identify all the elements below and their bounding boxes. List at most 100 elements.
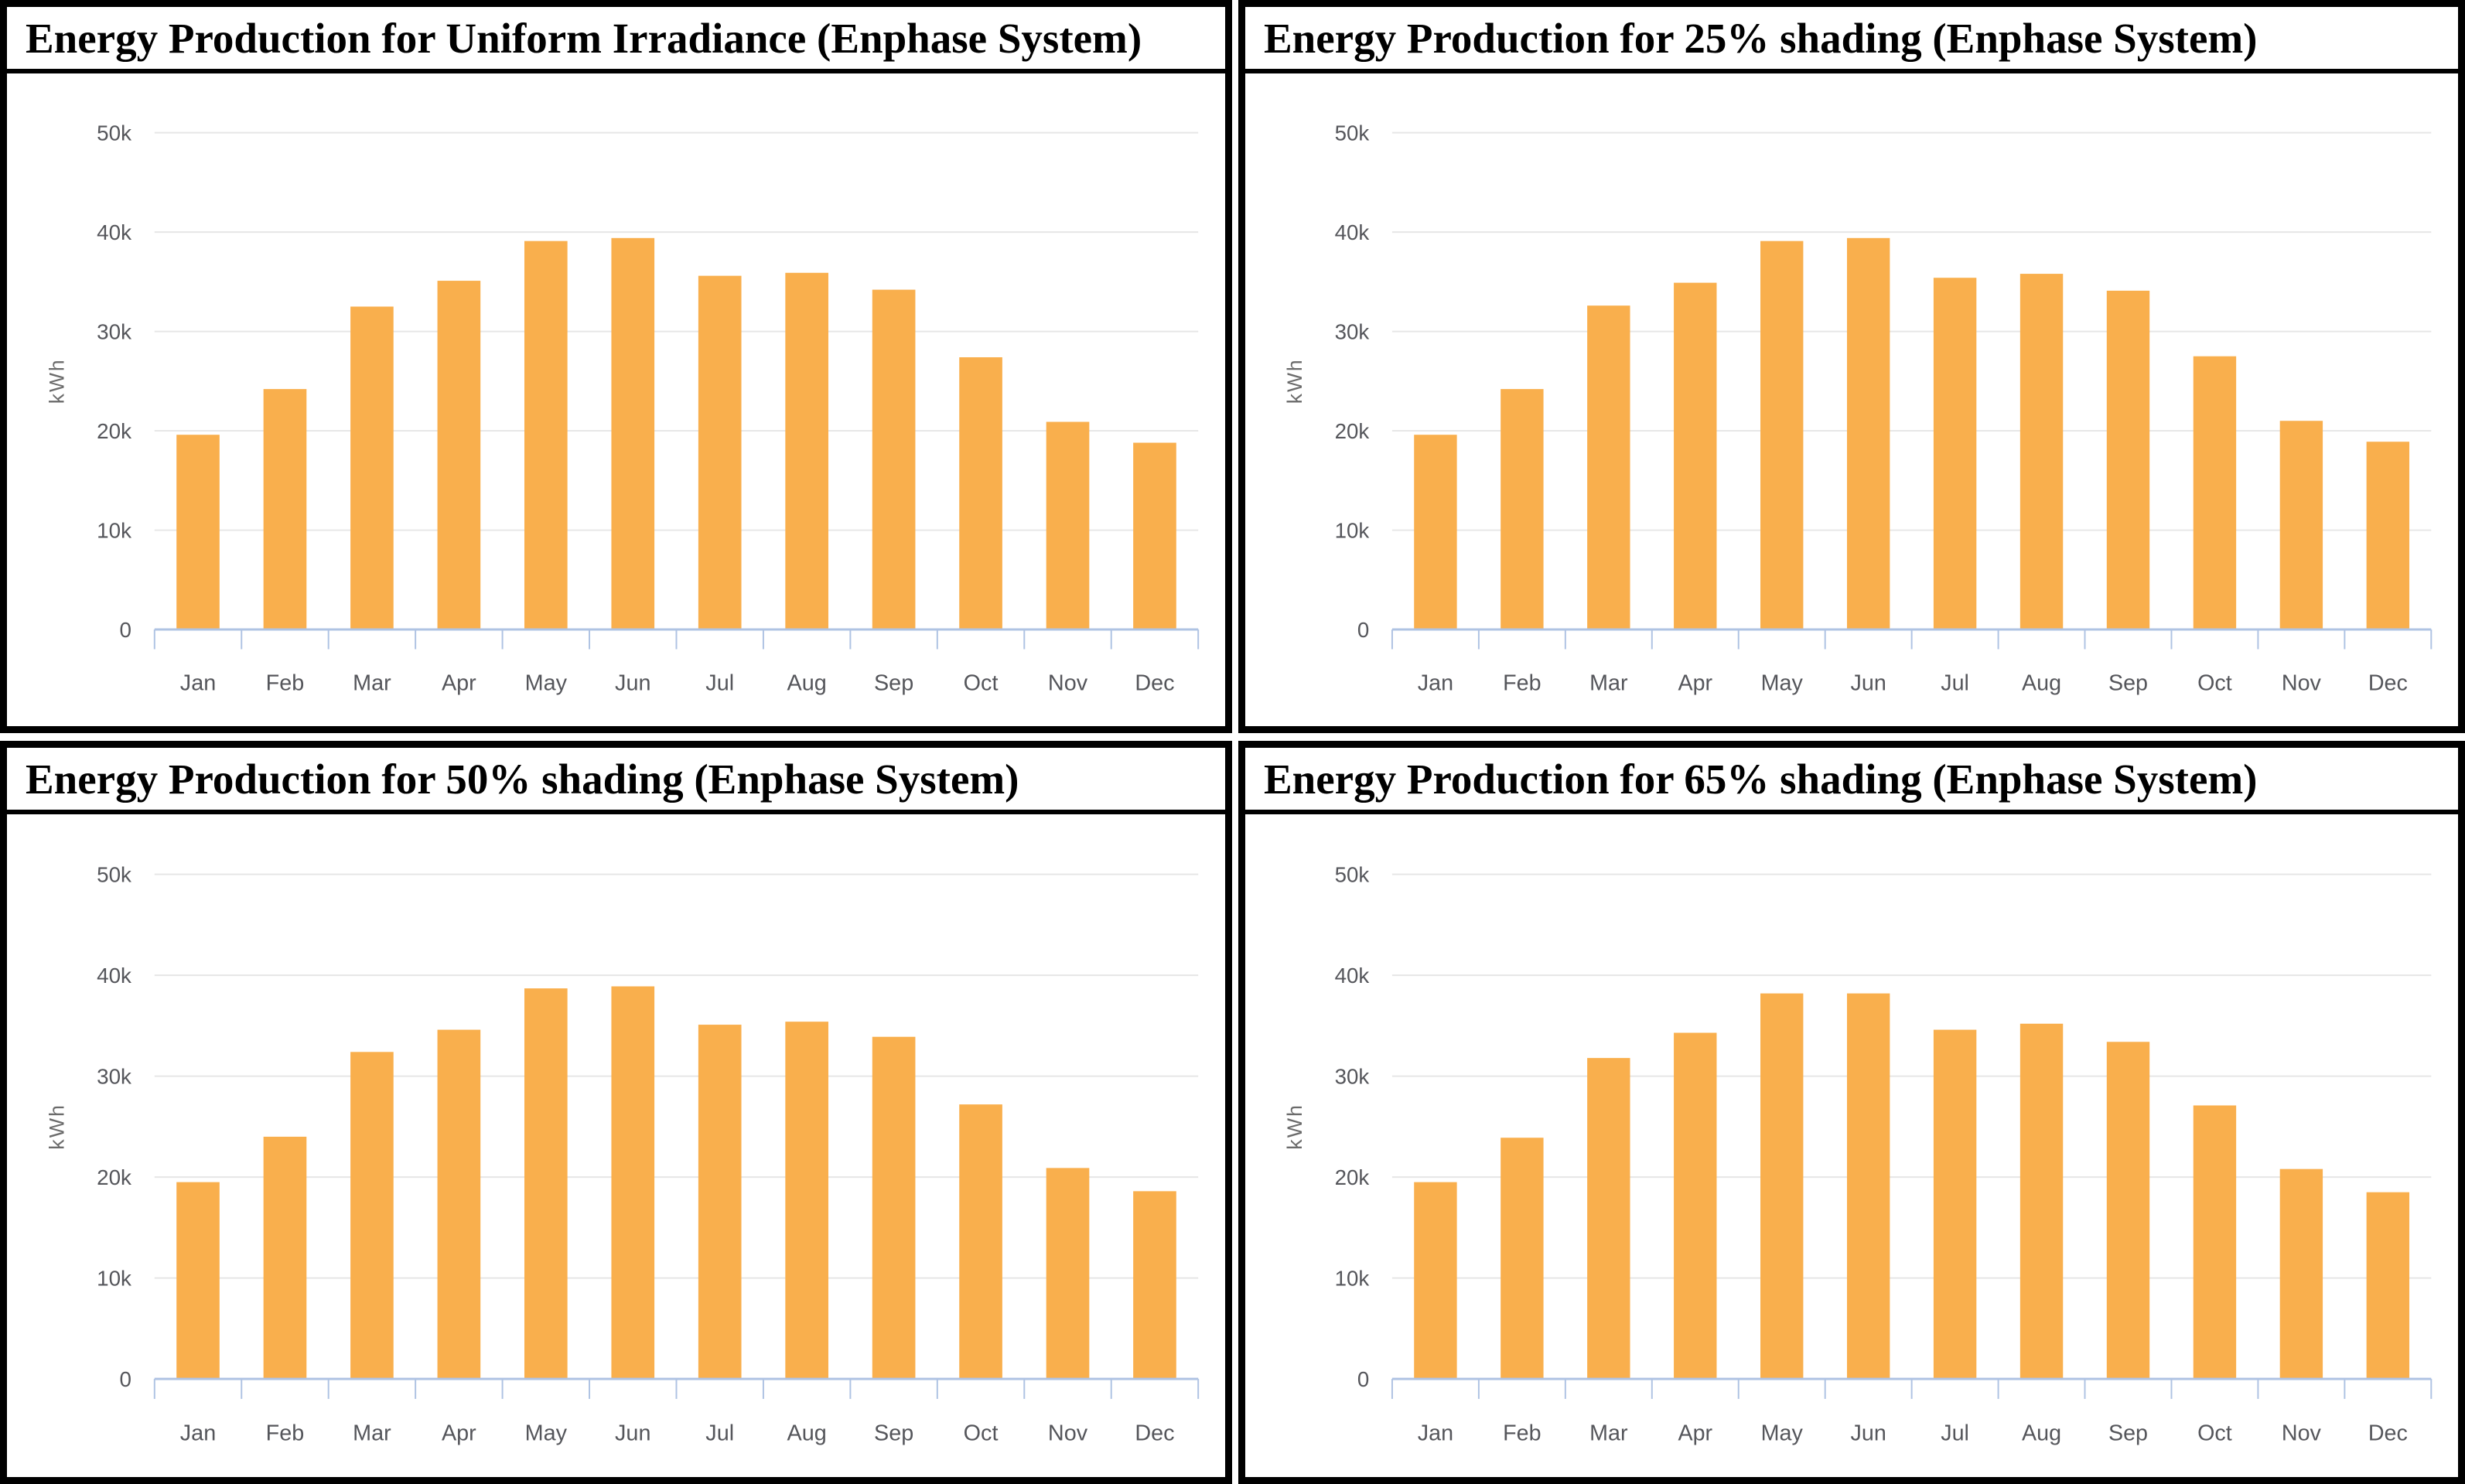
bar-feb [263, 388, 307, 629]
x-tick-label: May [525, 1421, 568, 1445]
y-tick-label: 10k [97, 518, 131, 542]
chart-panel-65-shading: Energy Production for 65% shading (Enpha… [1238, 741, 2465, 1484]
x-tick-label: Dec [2368, 1421, 2408, 1445]
bar-jul [698, 275, 742, 629]
y-tick-label: 50k [1335, 121, 1370, 145]
bar-chart-50-shading: 0 10k 20k 30k 40k 50k kWh Jan Feb Mar Apr May Jun Jul… [46, 862, 1200, 1445]
bar-may [524, 241, 568, 629]
bar-sep [872, 289, 916, 629]
bar-nov [1046, 1167, 1090, 1379]
chart-area: 0 10k 20k 30k 40k 50k kWh Jan Feb Mar Apr May Jun Jul… [1245, 73, 2458, 726]
x-tick-label: May [1761, 1421, 1804, 1445]
x-tick-label: Oct [2197, 1421, 2232, 1445]
bar-mar [1587, 305, 1630, 629]
y-tick-label: 30k [1335, 1064, 1370, 1088]
y-axis-title: kWh [45, 358, 68, 404]
x-tick-label: Aug [2022, 1421, 2061, 1445]
x-tick-label: Oct [964, 1421, 999, 1445]
chart-title: Energy Production for 65% shading (Enpha… [1264, 756, 2258, 803]
bar-nov [1046, 421, 1090, 629]
chart-title-bar: Energy Production for 50% shading (Enpha… [7, 748, 1225, 814]
y-axis-title: kWh [1283, 358, 1306, 404]
y-tick-label: 30k [97, 319, 131, 343]
chart-title-bar: Energy Production for Uniform Irradiance… [7, 7, 1225, 73]
chart-area: 0 10k 20k 30k 40k 50k kWh Jan Feb Mar Apr May Jun Jul… [1245, 814, 2458, 1477]
bar-feb [1501, 388, 1544, 629]
y-tick-label: 20k [97, 1165, 131, 1189]
bar-dec [2366, 441, 2410, 629]
bar-sep [872, 1036, 916, 1379]
chart-title: Energy Production for 25% shading (Enpha… [1264, 15, 2258, 62]
bar-dec [2366, 1192, 2410, 1379]
bar-may [1760, 241, 1804, 629]
x-tick-label: Feb [1503, 1421, 1541, 1445]
bar-jun [611, 986, 655, 1379]
x-tick-label: Feb [1503, 670, 1541, 695]
x-tick-label: Aug [2022, 670, 2061, 695]
x-tick-label: Apr [1678, 670, 1712, 695]
bar-apr [437, 280, 481, 629]
chart-title: Energy Production for 50% shading (Enpha… [26, 756, 1019, 803]
bar-jun [611, 237, 655, 629]
bar-apr [1674, 1032, 1717, 1379]
x-tick-label: Jul [1941, 1421, 1969, 1445]
bar-oct [2193, 1105, 2237, 1379]
bar-feb [1501, 1137, 1544, 1379]
x-tick-label: Feb [266, 1421, 305, 1445]
y-axis-title: kWh [46, 1104, 69, 1150]
x-tick-label: Mar [1589, 670, 1628, 695]
bar-aug [785, 272, 828, 629]
chart-area: 0 10k 20k 30k 40k 50k kWh Jan Feb Mar Apr May Jun Jul… [7, 814, 1225, 1477]
bar-jul [1933, 277, 1977, 629]
chart-panel-25-shading: Energy Production for 25% shading (Enpha… [1238, 0, 2465, 733]
y-tick-label: 10k [1335, 518, 1370, 542]
bar-sep [2106, 1041, 2150, 1379]
bar-apr [1674, 282, 1717, 629]
chart-panel-uniform-irradiance: Energy Production for Uniform Irradiance… [0, 0, 1232, 733]
bar-nov [2279, 420, 2323, 629]
bar-may [1760, 993, 1804, 1379]
x-tick-label: Dec [2368, 670, 2408, 695]
y-tick-label: 10k [97, 1266, 131, 1290]
bar-mar [350, 1051, 394, 1379]
bar-aug [785, 1021, 828, 1379]
x-tick-label: Jul [705, 1421, 734, 1445]
bar-mar [1587, 1057, 1630, 1379]
x-tick-label: Jun [615, 1421, 650, 1445]
x-tick-label: Dec [1135, 1421, 1174, 1445]
y-tick-label: 0 [1357, 1367, 1369, 1391]
y-tick-label: 20k [97, 419, 131, 443]
x-tick-label: Aug [787, 670, 827, 695]
y-tick-label: 0 [120, 618, 131, 642]
x-tick-label: May [1761, 670, 1804, 695]
x-tick-label: Apr [442, 1421, 476, 1445]
bar-jul [1933, 1029, 1977, 1379]
bar-sep [2106, 290, 2150, 629]
x-tick-label: Oct [964, 670, 999, 695]
x-tick-label: Jun [615, 670, 650, 695]
x-tick-label: Sep [2108, 670, 2148, 695]
x-tick-label: Sep [874, 1421, 913, 1445]
y-tick-label: 40k [97, 964, 131, 988]
y-tick-label: 40k [97, 220, 131, 244]
x-tick-label: Nov [1048, 670, 1088, 695]
y-axis-title: kWh [1283, 1104, 1306, 1150]
y-tick-label: 0 [120, 1367, 131, 1391]
bar-dec [1133, 442, 1176, 629]
bar-mar [350, 306, 394, 629]
y-tick-label: 0 [1357, 618, 1369, 642]
x-tick-label: Jul [1941, 670, 1969, 695]
y-tick-label: 50k [97, 862, 131, 886]
bar-chart-25-shading: 0 10k 20k 30k 40k 50k kWh Jan Feb Mar Apr May Jun Jul… [1283, 121, 2433, 695]
x-tick-label: Apr [1678, 1421, 1712, 1445]
x-tick-label: Nov [2282, 1421, 2322, 1445]
y-tick-label: 40k [1335, 964, 1370, 988]
bar-nov [2279, 1168, 2323, 1379]
bar-aug [2019, 273, 2064, 629]
x-tick-label: Jan [180, 670, 216, 695]
chart-panel-50-shading: Energy Production for 50% shading (Enpha… [0, 741, 1232, 1484]
bar-chart-65-shading: 0 10k 20k 30k 40k 50k kWh Jan Feb Mar Apr May Jun Jul… [1283, 862, 2433, 1445]
bar-may [524, 988, 568, 1379]
bar-chart-uniform-irradiance: 0 10k 20k 30k 40k 50k kWh Jan Feb Mar Apr May Jun Jul… [45, 121, 1200, 695]
bar-jan [1414, 1182, 1457, 1379]
